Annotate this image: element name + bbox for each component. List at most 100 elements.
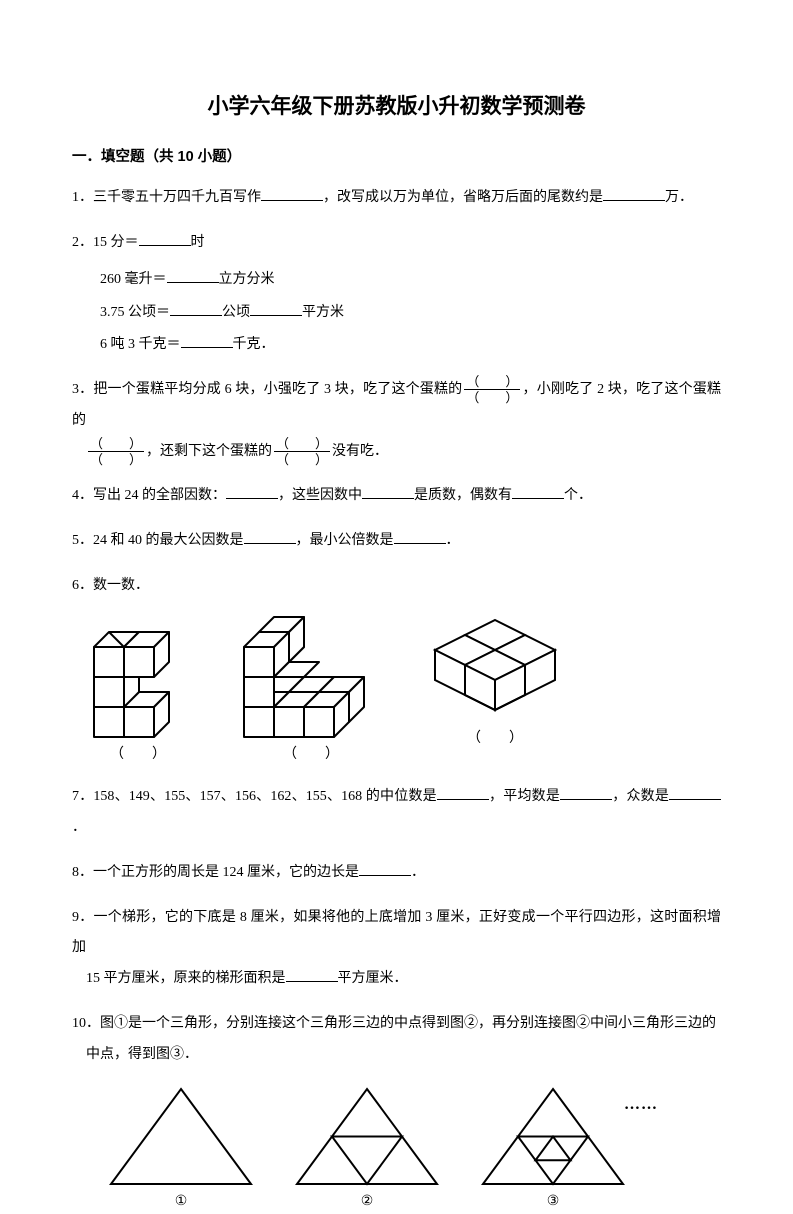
- q2-l3a: 3.75 公顷＝: [100, 305, 170, 320]
- section-1-header: 一．填空题（共 10 小题）: [72, 146, 721, 169]
- q2-blank-1: [139, 230, 191, 245]
- q6-cap-1: （ ）: [84, 744, 192, 766]
- question-4: 4．写出 24 的全部因数： ，这些因数中 是质数，偶数有 个．: [72, 481, 721, 512]
- q7-blank-2: [560, 785, 612, 800]
- q2-line-2: 260 毫升＝ 立方分米: [72, 264, 721, 296]
- q2-blank-2: [167, 268, 219, 283]
- q3-t3: ，还剩下这个蛋糕的: [146, 444, 272, 459]
- q6-cap-3: （ ）: [430, 728, 560, 750]
- q2-l4a: 6 吨 3 千克＝: [100, 337, 181, 352]
- q2-l3b: 公顷: [222, 305, 250, 320]
- q5-blank-2: [394, 529, 446, 544]
- page-title: 小学六年级下册苏教版小升初数学预测卷: [72, 90, 721, 124]
- q4-t4: 个．: [564, 488, 592, 503]
- q1-number: 1．: [72, 190, 93, 205]
- q5-t1: 24 和 40 的最大公因数是: [93, 533, 244, 548]
- q8-number: 8．: [72, 865, 93, 880]
- cubes-diagram-3-icon: [430, 612, 560, 724]
- q10-fig-1: ①: [106, 1084, 256, 1213]
- q6-number: 6．: [72, 578, 93, 593]
- q7-t1: 158、149、155、157、156、162、155、168 的中位数是: [93, 789, 436, 804]
- frac-bot: （ ）: [274, 452, 330, 466]
- question-1: 1．三千零五十万四千九百写作，改写成以万为单位，省略万后面的尾数约是万．: [72, 183, 721, 214]
- q9-t3: 平方厘米．: [338, 971, 408, 986]
- q2-number: 2．: [72, 235, 93, 250]
- q6-fig-3: （ ）: [430, 612, 560, 766]
- question-3: 3．把一个蛋糕平均分成 6 块，小强吃了 3 块，吃了这个蛋糕的（ ）（ ），小…: [72, 375, 721, 467]
- q1-blank-1: [261, 185, 323, 200]
- q10-c3: ③: [170, 1047, 184, 1062]
- cubes-diagram-2-icon: [236, 612, 386, 740]
- q2-l2a: 260 毫升＝: [100, 272, 167, 287]
- question-10: 10．图①是一个三角形，分别连接这个三角形三边的中点得到图②，再分别连接图②中间…: [72, 1009, 721, 1071]
- frac-top: （ ）: [274, 437, 330, 452]
- q3-frac-1: （ ）（ ）: [464, 375, 520, 404]
- q7-blank-3: [669, 785, 721, 800]
- cubes-diagram-1-icon: [84, 612, 192, 740]
- q10-fig-2: ②: [292, 1084, 442, 1213]
- q2-blank-5: [181, 332, 233, 347]
- q10-c2b: ②: [576, 1016, 590, 1031]
- triangle-diagram-2-icon: [292, 1084, 442, 1189]
- q10-t1: 图: [100, 1016, 114, 1031]
- question-9: 9．一个梯形，它的下底是 8 厘米，如果将他的上底增加 3 厘米，正好变成一个平…: [72, 903, 721, 995]
- frac-bot: （ ）: [88, 452, 144, 466]
- q4-blank-1: [226, 484, 278, 499]
- q5-blank-1: [244, 529, 296, 544]
- q9-t1: 一个梯形，它的下底是 8 厘米，如果将他的上底增加 3 厘米，正好变成一个平行四…: [72, 910, 721, 956]
- q8-t2: ．: [411, 865, 425, 880]
- q9-blank-1: [286, 967, 338, 982]
- frac-top: （ ）: [88, 437, 144, 452]
- q3-number: 3．: [72, 382, 93, 397]
- q10-c2: ②: [464, 1016, 478, 1031]
- q5-number: 5．: [72, 533, 93, 548]
- q5-t2: ，最小公倍数是: [296, 533, 394, 548]
- q3-frac-2: （ ）（ ）: [88, 437, 144, 466]
- q10-fig-3: …… ③: [478, 1084, 628, 1213]
- q10-dots: ……: [624, 1092, 658, 1118]
- q2-l3c: 平方米: [302, 305, 344, 320]
- q6-figure-row: （ ）: [72, 612, 721, 766]
- q4-t1: 写出 24 的全部因数：: [93, 488, 226, 503]
- question-6: 6．数一数．: [72, 571, 721, 602]
- q3-t1: 把一个蛋糕平均分成 6 块，小强吃了 3 块，吃了这个蛋糕的: [93, 382, 462, 397]
- q2-l1a: 15 分＝: [93, 235, 139, 250]
- question-7: 7．158、149、155、157、156、162、155、168 的中位数是 ，…: [72, 782, 721, 844]
- q6-cap-2: （ ）: [236, 744, 386, 766]
- q4-number: 4．: [72, 488, 93, 503]
- q10-cap-2: ②: [292, 1191, 442, 1213]
- q4-blank-2: [362, 484, 414, 499]
- q4-blank-3: [512, 484, 564, 499]
- q9-t2: 15 平方厘米，原来的梯形面积是: [86, 971, 286, 986]
- frac-top: （ ）: [464, 375, 520, 390]
- q10-t2: 是一个三角形，分别连接这个三角形三边的中点得到图: [128, 1016, 464, 1031]
- q6-t1: 数一数．: [93, 578, 149, 593]
- question-8: 8．一个正方形的周长是 124 厘米，它的边长是．: [72, 858, 721, 889]
- q10-c1: ①: [114, 1016, 128, 1031]
- q2-l4b: 千克．: [233, 337, 275, 352]
- frac-bot: （ ）: [464, 390, 520, 404]
- q10-t6: ．: [184, 1047, 198, 1062]
- q7-t3: ，众数是: [612, 789, 669, 804]
- q10-cap-1: ①: [106, 1191, 256, 1213]
- q2-line-4: 6 吨 3 千克＝ 千克．: [72, 329, 721, 361]
- q3-t4: 没有吃．: [332, 444, 388, 459]
- q2-line-3: 3.75 公顷＝ 公顷 平方米: [72, 297, 721, 329]
- q10-t3: ，再分别连接图: [478, 1016, 576, 1031]
- q2-l2b: 立方分米: [219, 272, 275, 287]
- q1-blank-2: [603, 185, 665, 200]
- q4-t3: 是质数，偶数有: [414, 488, 512, 503]
- q9-number: 9．: [72, 910, 94, 925]
- q4-t2: ，这些因数中: [278, 488, 362, 503]
- q5-t3: ．: [446, 533, 460, 548]
- q6-fig-2: （ ）: [236, 612, 386, 766]
- question-2: 2．15 分＝时: [72, 228, 721, 259]
- q10-figure-row: ① ② …… ③: [72, 1084, 721, 1213]
- q3-frac-3: （ ）（ ）: [274, 437, 330, 466]
- q7-number: 7．: [72, 789, 93, 804]
- q1-text-2: ，改写成以万为单位，省略万后面的尾数约是: [323, 190, 603, 205]
- q10-number: 10．: [72, 1016, 100, 1031]
- q10-cap-3: ③: [478, 1191, 628, 1213]
- q8-blank-1: [359, 860, 411, 875]
- q2-blank-3: [170, 300, 222, 315]
